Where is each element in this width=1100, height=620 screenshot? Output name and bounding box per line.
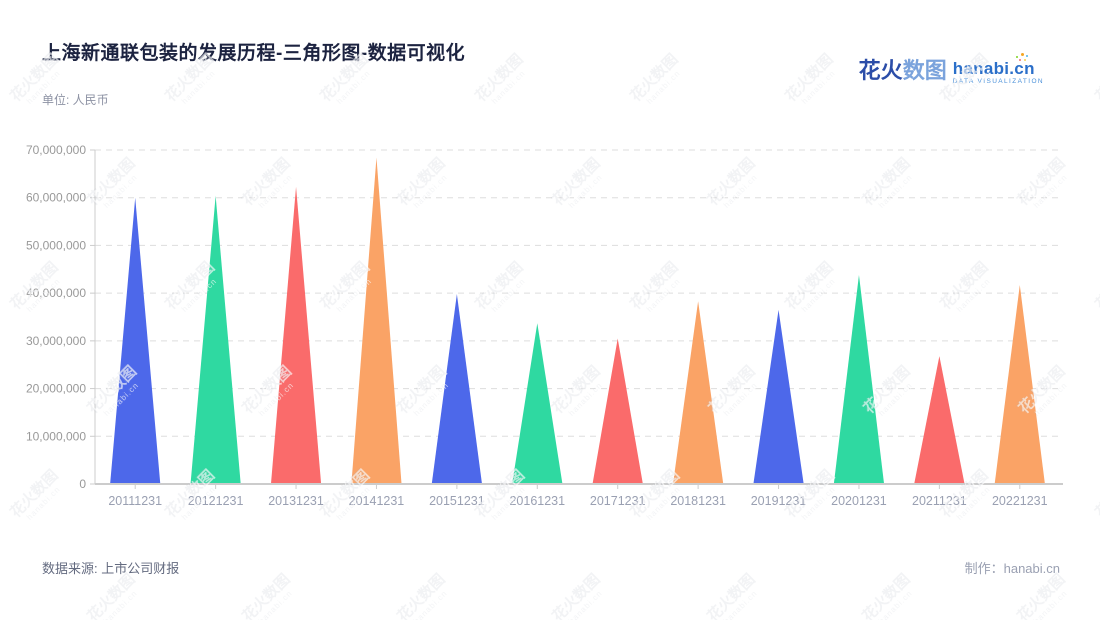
y-axis-label: 10,000,000 <box>26 429 86 443</box>
x-axis-label: 20111231 <box>108 494 162 508</box>
y-axis-label: 40,000,000 <box>26 286 86 300</box>
x-axis-label: 20141231 <box>349 494 405 508</box>
page-title: 上海新通联包装的发展历程-三角形图-数据可视化 <box>42 43 466 64</box>
logo-cn-primary: 花火 <box>858 58 903 83</box>
y-axis-label: 20,000,000 <box>26 382 86 396</box>
triangle-20161231[interactable] <box>512 323 563 483</box>
logo-cn-secondary: 数图 <box>902 58 947 83</box>
y-axis-label: 60,000,000 <box>26 191 86 205</box>
x-axis-label: 20221231 <box>992 494 1048 508</box>
triangle-20221231[interactable] <box>994 285 1045 483</box>
triangle-20131231[interactable] <box>271 186 322 484</box>
x-axis-label: 20161231 <box>509 494 565 508</box>
triangle-20141231[interactable] <box>351 157 402 484</box>
data-source-label: 数据来源: 上市公司财报 <box>42 561 180 576</box>
credit-label: 制作：hanabi.cn <box>964 561 1060 576</box>
logo-domain-text: hanabi.cn <box>952 59 1035 78</box>
x-axis-label: 20201231 <box>831 494 887 508</box>
unit-label: 单位: 人民币 <box>42 93 109 107</box>
y-axis-label: 50,000,000 <box>26 238 86 252</box>
hanabi-logo: 花火数图 hanabi.cn DATA VISUALIZATION <box>859 53 1044 86</box>
triangle-20181231[interactable] <box>673 301 724 483</box>
triangle-20121231[interactable] <box>190 195 241 483</box>
triangle-20111231[interactable] <box>110 197 161 483</box>
y-axis-label: 0 <box>79 477 86 491</box>
triangle-20191231[interactable] <box>753 309 804 483</box>
triangle-20151231[interactable] <box>431 294 482 483</box>
x-axis-label: 20171231 <box>590 494 646 508</box>
logo-cn-text: 花火数图 <box>859 56 947 86</box>
x-axis-label: 20151231 <box>429 494 485 508</box>
triangle-20201231[interactable] <box>833 275 884 483</box>
x-axis-label: 20121231 <box>188 494 244 508</box>
logo-domain: hanabi.cn <box>952 53 1044 78</box>
y-axis-label: 30,000,000 <box>26 334 86 348</box>
triangle-20211231[interactable] <box>914 356 965 483</box>
x-axis-label: 20181231 <box>670 494 726 508</box>
logo-tagline: DATA VISUALIZATION <box>952 78 1044 85</box>
logo-en-block: hanabi.cn DATA VISUALIZATION <box>952 53 1044 86</box>
x-axis-label: 20191231 <box>751 494 807 508</box>
y-axis-label: 70,000,000 <box>26 143 86 157</box>
x-axis-label: 20211231 <box>912 494 967 508</box>
triangle-20171231[interactable] <box>592 338 643 483</box>
firework-sparkle-icon <box>1016 53 1030 61</box>
x-axis-label: 20131231 <box>268 494 324 508</box>
